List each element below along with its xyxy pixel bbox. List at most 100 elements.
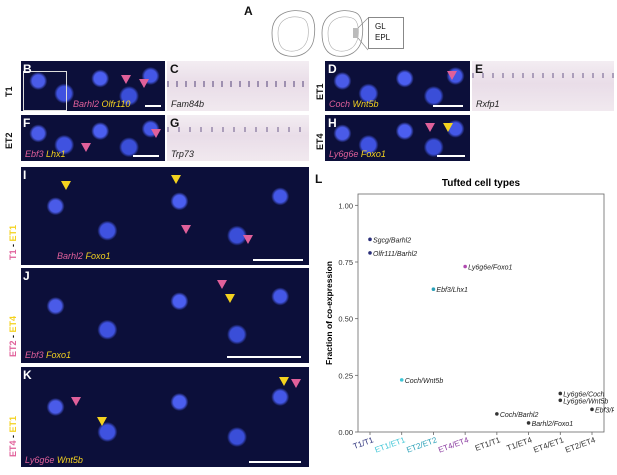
gl-epl-inset: GL EPL — [368, 17, 404, 49]
arrow-pink — [121, 75, 131, 84]
panel-e-letter: E — [475, 62, 484, 76]
plot-frame — [357, 193, 605, 433]
arrow-yellow — [97, 417, 107, 426]
probe-label: Coch Wnt5b — [329, 99, 379, 109]
side-b: ET1 — [8, 415, 18, 433]
probe-label: Ly6g6e Wnt5b — [25, 455, 83, 465]
side-a: ET2 — [8, 340, 18, 357]
panel-j-image: Ebf3 Foxo1 — [21, 268, 309, 363]
x-tick-label: ET4/ET1 — [532, 435, 565, 454]
panel-e-dots — [472, 73, 614, 78]
scale-bar — [133, 155, 159, 157]
y-tick-label: 0.25 — [338, 371, 353, 380]
probe-label: Barhl2 Olfr110 — [73, 99, 130, 109]
probe1: Ly6g6e — [329, 149, 359, 159]
data-point — [526, 421, 531, 425]
epl-label: EPL — [375, 33, 391, 42]
arrow-pink — [181, 225, 191, 234]
side-sep: - — [8, 241, 18, 250]
data-point — [431, 287, 436, 291]
arrow-pink — [447, 71, 457, 80]
arrow-yellow — [279, 377, 289, 386]
data-point — [399, 378, 404, 382]
arrow-yellow — [225, 294, 235, 303]
probe1: Barhl2 — [73, 99, 100, 109]
point-label: Ebf3/Lhx1 — [436, 287, 468, 294]
panel-b-inset — [23, 71, 67, 111]
arrow-pink — [243, 235, 253, 244]
panel-f-image: Ebf3 Lhx1 — [21, 115, 165, 161]
panel-f-letter: F — [23, 116, 31, 130]
probe2: Olfr110 — [101, 99, 131, 109]
probe2: Lhx1 — [46, 149, 66, 159]
x-tick-label: T1/ET4 — [506, 435, 534, 453]
probe1: Ebf3 — [25, 149, 44, 159]
scale-bar — [437, 155, 465, 157]
point-label: Barhl2/Foxo1 — [532, 421, 574, 428]
panel-a-letter: A — [244, 4, 253, 18]
probe2: Foxo1 — [360, 149, 386, 159]
panel-g-letter: G — [170, 116, 180, 130]
side-a: T1 — [8, 249, 18, 260]
x-tick-label: T1/T1 — [352, 435, 375, 451]
x-tick-label: ET4/ET4 — [437, 435, 470, 454]
panel-i-image: Barhl2 Foxo1 — [21, 167, 309, 265]
row-label-et2: ET2 — [4, 132, 14, 149]
arrow-yellow — [61, 181, 71, 190]
panel-j-letter: J — [23, 269, 30, 283]
x-tick-label: ET2/ET2 — [405, 435, 438, 454]
panel-d-image: Coch Wnt5b — [325, 61, 470, 111]
probe1: Barhl2 — [57, 251, 84, 261]
data-point — [558, 398, 563, 403]
point-label: Sgcg/Barhl2 — [373, 237, 411, 244]
side-label-j: ET2 - ET4 — [8, 316, 18, 357]
panel-c-letter: C — [170, 62, 179, 76]
probe1: Ebf3 — [25, 350, 44, 360]
panel-g-dots — [167, 127, 309, 132]
point-label: Olfr111/Barhl2 — [373, 251, 417, 258]
panel-g-image: Trp73 — [167, 115, 309, 161]
probe2: Wnt5b — [352, 99, 379, 109]
probe-label: Ebf3 Foxo1 — [25, 350, 71, 360]
arrow-pink — [217, 280, 227, 289]
tufted-cell-chart: Tufted cell types 0.00 0.25 0.50 0.75 1.00 Fra… — [324, 178, 614, 455]
y-axis-label: Fraction of co-expression — [324, 261, 334, 365]
side-label-k: ET4 - ET1 — [8, 416, 18, 457]
arrow-pink — [425, 123, 435, 132]
scale-bar — [249, 461, 301, 463]
probe2: Foxo1 — [85, 251, 111, 261]
panel-l-letter: L — [315, 172, 323, 186]
panel-k-letter: K — [23, 368, 32, 382]
x-tick-label: ET2/ET4 — [564, 435, 597, 454]
point-label: Coch/Barhl2 — [500, 412, 539, 419]
chart-title: Tufted cell types — [442, 178, 521, 189]
arrow-pink — [151, 129, 161, 138]
data-point — [463, 264, 467, 269]
side-sep: - — [8, 332, 18, 341]
side-b: ET1 — [8, 224, 18, 242]
panel-b-letter: B — [23, 62, 32, 76]
panel-h-image: Ly6g6e Foxo1 — [325, 115, 470, 161]
panel-c-dots — [167, 81, 309, 87]
panel-d-letter: D — [328, 62, 337, 76]
panel-i-letter: I — [23, 168, 27, 182]
y-tick-label: 1.00 — [338, 201, 353, 210]
data-point — [368, 237, 372, 242]
probe1: Coch — [329, 99, 351, 109]
probe-label: Fam84b — [171, 99, 205, 109]
row-label-t1: T1 — [4, 86, 14, 97]
scale-bar — [433, 105, 463, 107]
side-a: ET4 — [8, 440, 18, 457]
row-label-et4: ET4 — [315, 133, 325, 150]
side-label-i: T1 - ET1 — [8, 225, 18, 260]
arrow-pink — [81, 143, 91, 152]
data-point — [495, 412, 499, 416]
y-tick-label: 0.50 — [338, 315, 353, 324]
probe2: Foxo1 — [46, 350, 72, 360]
probe-label: Trp73 — [171, 149, 194, 159]
panel-h-letter: H — [328, 116, 337, 130]
point-label: Ly6g6e/Wnt5b — [563, 398, 608, 405]
side-sep: - — [8, 432, 18, 441]
probe-label: Rxfp1 — [476, 99, 500, 109]
probe-label: Ly6g6e Foxo1 — [329, 149, 386, 159]
